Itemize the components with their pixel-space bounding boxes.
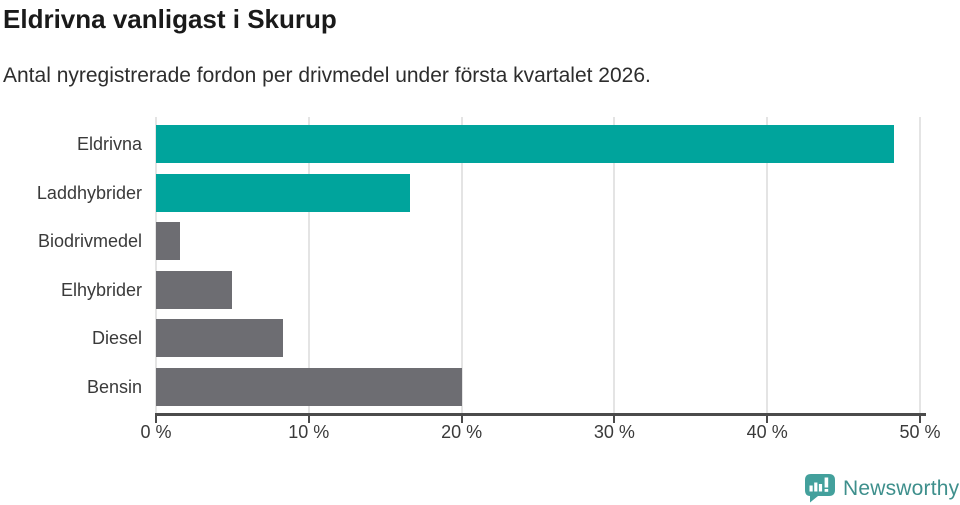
category-label: Bensin — [86, 377, 142, 397]
x-axis-line — [155, 413, 926, 416]
newsworthy-logo-text: Newsworthy — [843, 476, 960, 500]
bar-eldrivna — [156, 125, 895, 163]
x-axis-tick-label: 0 % — [140, 422, 172, 442]
chart-subtitle: Antal nyregistrerade fordon per drivmede… — [3, 64, 651, 87]
bar-bensin — [156, 368, 462, 406]
newsworthy-logo: Newsworthy — [805, 474, 959, 503]
x-axis-tick-label: 10 % — [288, 422, 330, 442]
x-axis-tick-label: 20 % — [441, 422, 483, 442]
bar-elhybrider — [156, 270, 233, 309]
x-axis-tickmark — [766, 413, 769, 423]
x-axis-tick-label: 30 % — [593, 422, 635, 442]
x-axis-tick-label: 40 % — [746, 422, 788, 442]
gridline — [460, 117, 463, 414]
chart-title: Eldrivna vanligast i Skurup — [3, 4, 337, 34]
category-label: Laddhybrider — [36, 182, 142, 203]
x-axis-tickmark — [919, 413, 921, 423]
gridline — [766, 117, 769, 414]
gridline — [155, 117, 157, 414]
plot-area — [155, 117, 926, 414]
category-label: Biodrivmedel — [37, 231, 142, 252]
bar-laddhybrider — [156, 173, 410, 212]
category-label: Eldrivna — [76, 134, 142, 154]
gridline — [919, 117, 921, 414]
bar-biodrivmedel — [156, 222, 181, 261]
newsworthy-logo-icon — [805, 474, 835, 503]
bar-diesel — [156, 319, 283, 358]
x-axis-tickmark — [613, 413, 616, 423]
category-label: Elhybrider — [60, 279, 142, 300]
category-label: Diesel — [91, 328, 142, 349]
x-axis-tickmark — [307, 413, 310, 423]
x-axis-tick-label: 50 % — [899, 422, 941, 442]
gridline — [613, 117, 616, 414]
gridline — [307, 117, 310, 414]
x-axis-tickmark — [460, 413, 463, 423]
x-axis-tickmark — [155, 413, 157, 423]
